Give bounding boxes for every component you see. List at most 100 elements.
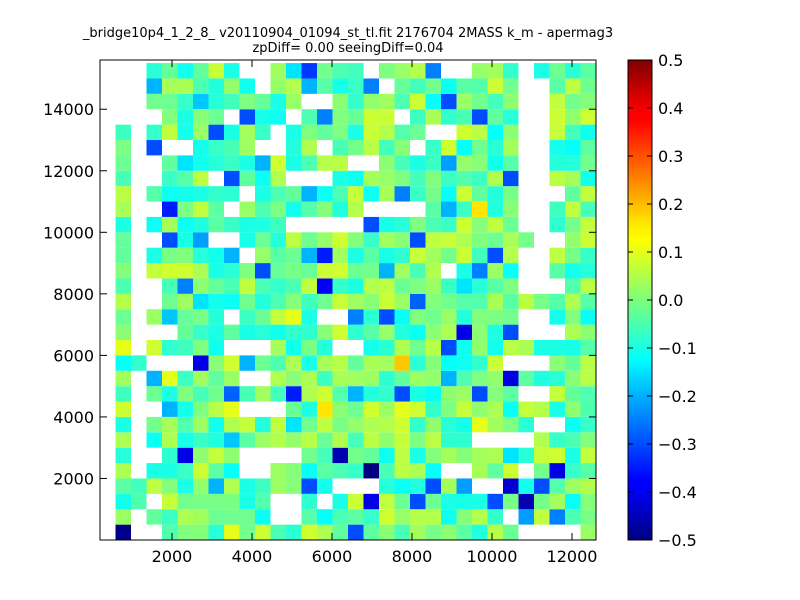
heatmap-cell: [208, 63, 224, 79]
heatmap-cell: [410, 386, 426, 402]
heatmap-cell: [549, 109, 565, 125]
heatmap-cell: [162, 170, 178, 187]
heatmap-cell: [441, 247, 457, 264]
y-tick-label: 10000: [43, 223, 94, 242]
heatmap-cell: [472, 509, 488, 525]
heatmap-cell: [425, 63, 441, 79]
heatmap-cell: [239, 416, 255, 433]
heatmap-cell: [348, 109, 364, 125]
heatmap-cell: [162, 247, 178, 264]
heatmap-cell: [410, 93, 426, 110]
heatmap-cell: [239, 216, 255, 233]
heatmap-cell: [317, 232, 333, 248]
heatmap-cell: [410, 278, 426, 294]
heatmap-cell: [208, 340, 224, 356]
heatmap-cell: [317, 509, 333, 525]
heatmap-cell: [301, 355, 317, 371]
heatmap-cell: [255, 186, 271, 202]
heatmap-cell: [456, 232, 472, 248]
heatmap-cell: [472, 155, 488, 171]
heatmap-cell: [394, 140, 410, 156]
heatmap-cell: [224, 216, 240, 233]
heatmap-cell: [425, 293, 441, 310]
heatmap-cell: [487, 524, 503, 540]
heatmap-cell: [332, 170, 348, 187]
heatmap-cell: [363, 524, 379, 540]
heatmap-cell: [270, 247, 286, 264]
heatmap-cell: [348, 93, 364, 110]
heatmap-cell: [363, 340, 379, 356]
heatmap-cell: [177, 263, 193, 279]
heatmap-cell: [456, 201, 472, 217]
heatmap-cell: [441, 216, 457, 233]
heatmap-cell: [472, 493, 488, 510]
colorbar-tick-label: −0.4: [658, 483, 697, 502]
heatmap-cell: [317, 63, 333, 79]
heatmap-cell: [487, 78, 503, 94]
heatmap-cell: [503, 124, 519, 140]
heatmap-cell: [224, 78, 240, 94]
heatmap-cell: [348, 78, 364, 94]
heatmap-cell: [534, 401, 550, 417]
heatmap-cell: [317, 186, 333, 202]
heatmap-cell: [255, 124, 271, 140]
heatmap-cell: [549, 78, 565, 94]
heatmap-cell: [394, 386, 410, 402]
heatmap-cell: [208, 416, 224, 433]
heatmap-cell: [425, 201, 441, 217]
heatmap-cell: [441, 447, 457, 464]
heatmap-cell: [224, 524, 240, 540]
heatmap-cell: [487, 263, 503, 279]
heatmap-cell: [487, 463, 503, 479]
heatmap-cell: [472, 170, 488, 187]
heatmap-cell: [441, 109, 457, 125]
heatmap-cell: [286, 140, 302, 156]
heatmap-cell: [286, 93, 302, 110]
heatmap-cell: [270, 263, 286, 279]
heatmap-cell: [425, 155, 441, 171]
heatmap-cell: [379, 355, 395, 371]
heatmap-cell: [239, 155, 255, 171]
heatmap-cell: [441, 93, 457, 110]
heatmap-cell: [286, 78, 302, 94]
heatmap-cell: [580, 463, 596, 479]
heatmap-cell: [255, 524, 271, 540]
heatmap-cell: [146, 263, 162, 279]
heatmap-cell: [177, 509, 193, 525]
heatmap-cell: [487, 401, 503, 417]
heatmap-cell: [317, 447, 333, 464]
heatmap-cell: [503, 170, 519, 187]
heatmap-cell: [208, 463, 224, 479]
heatmap-cell: [410, 216, 426, 233]
heatmap-cell: [487, 93, 503, 110]
heatmap-cell: [224, 493, 240, 510]
heatmap-cell: [565, 170, 581, 187]
heatmap-cell: [301, 509, 317, 525]
heatmap-cell: [239, 201, 255, 217]
heatmap-cell: [193, 201, 209, 217]
heatmap-cell: [456, 478, 472, 494]
heatmap-cell: [565, 278, 581, 294]
heatmap-cell: [208, 524, 224, 540]
heatmap-cell: [565, 463, 581, 479]
heatmap-cell: [487, 247, 503, 264]
heatmap-cell: [425, 78, 441, 94]
heatmap-cell: [162, 201, 178, 217]
heatmap-cell: [115, 155, 131, 171]
heatmap-cell: [348, 432, 364, 448]
heatmap-cell: [425, 447, 441, 464]
heatmap-cell: [580, 478, 596, 494]
heatmap-cell: [115, 478, 131, 494]
heatmap-cell: [115, 401, 131, 417]
heatmap-cell: [425, 109, 441, 125]
heatmap-cell: [177, 416, 193, 433]
heatmap-cell: [472, 140, 488, 156]
heatmap-cell: [301, 524, 317, 540]
heatmap-cell: [549, 447, 565, 464]
heatmap-cell: [317, 293, 333, 310]
heatmap-cell: [441, 432, 457, 448]
heatmap-cell: [301, 201, 317, 217]
heatmap-cell: [394, 309, 410, 325]
heatmap-cell: [456, 186, 472, 202]
heatmap-cell: [332, 78, 348, 94]
